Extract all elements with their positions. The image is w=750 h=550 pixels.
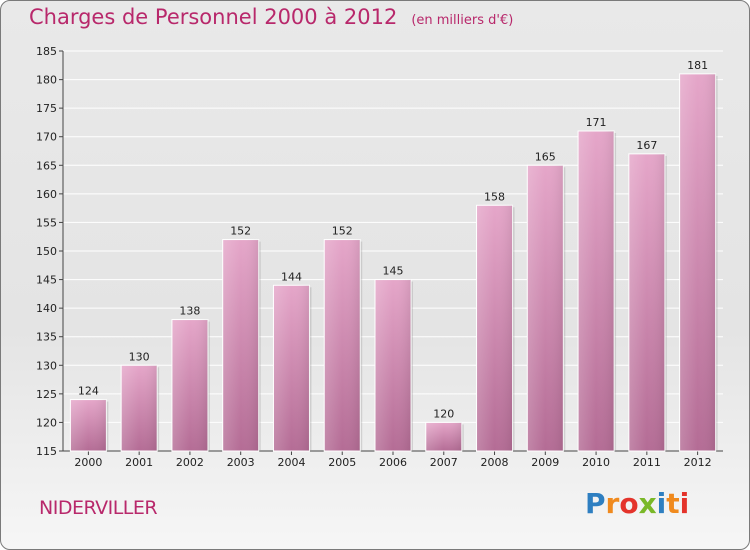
bar-value-label: 130 <box>129 350 150 363</box>
bar-highlight <box>171 319 208 451</box>
labels: 115 120 125 130 135 140 145 150 155 160 165 170 175 1… <box>36 45 712 469</box>
y-tick-label: 180 <box>36 74 57 87</box>
y-tick-label: 150 <box>36 245 57 258</box>
y-tick-label: 120 <box>36 416 57 429</box>
logo-letter: x <box>638 487 657 520</box>
x-tick-label: 2009 <box>531 456 559 469</box>
y-tick-label: 155 <box>36 216 57 229</box>
x-tick-label: 2006 <box>379 456 407 469</box>
x-tick-label: 2010 <box>582 456 610 469</box>
proxiti-logo[interactable]: Proxiti <box>585 487 689 520</box>
bar-highlight <box>527 165 564 452</box>
y-tick-label: 165 <box>36 159 57 172</box>
x-tick-label: 2004 <box>277 456 305 469</box>
bar-value-label: 171 <box>586 116 607 129</box>
y-tick-label: 160 <box>36 188 57 201</box>
y-tick-label: 140 <box>36 302 57 315</box>
y-tick-label: 130 <box>36 359 57 372</box>
bar-highlight <box>273 285 310 451</box>
logo-letter: i <box>679 487 690 520</box>
bar-value-label: 167 <box>636 139 657 152</box>
y-tick-label: 170 <box>36 131 57 144</box>
x-tick-label: 2011 <box>633 456 661 469</box>
title-unit: (en milliers d'€) <box>411 13 514 28</box>
bar-value-label: 120 <box>433 407 454 420</box>
x-tick-label: 2000 <box>74 456 102 469</box>
logo-letter: t <box>666 487 680 520</box>
bar-value-label: 165 <box>535 150 556 163</box>
bar-value-label: 138 <box>179 305 200 318</box>
y-tick-label: 135 <box>36 331 57 344</box>
x-tick-label: 2001 <box>125 456 153 469</box>
bar-value-label: 158 <box>484 190 505 203</box>
bar-highlight <box>578 131 615 451</box>
y-tick-label: 185 <box>36 45 57 58</box>
x-tick-label: 2012 <box>684 456 712 469</box>
x-tick-label: 2002 <box>176 456 204 469</box>
logo-letter: P <box>585 487 606 520</box>
x-tick-label: 2005 <box>328 456 356 469</box>
y-tick-label: 125 <box>36 388 57 401</box>
bars <box>69 73 718 452</box>
title-main: Charges de Personnel 2000 à 2012 <box>29 5 398 29</box>
y-tick-label: 115 <box>36 445 57 458</box>
bar-highlight <box>324 239 361 451</box>
x-tick-label: 2008 <box>481 456 509 469</box>
bar-value-label: 145 <box>383 265 404 278</box>
bar-value-label: 152 <box>230 225 251 238</box>
bar-value-label: 181 <box>687 59 708 72</box>
logo-letter: r <box>605 487 620 520</box>
bar-highlight <box>679 73 716 451</box>
bar-highlight <box>425 422 462 451</box>
bar-highlight <box>121 365 158 451</box>
bar-highlight <box>476 205 513 451</box>
bar-highlight <box>70 399 107 451</box>
bar-highlight <box>375 279 411 451</box>
bar-value-label: 144 <box>281 270 302 283</box>
y-tick-label: 175 <box>36 102 57 115</box>
logo-letter: i <box>656 487 667 520</box>
x-tick-label: 2007 <box>430 456 458 469</box>
logo-letter: o <box>619 487 639 520</box>
bar-value-label: 152 <box>332 225 353 238</box>
y-tick-label: 145 <box>36 274 57 287</box>
bar-highlight <box>628 153 665 451</box>
chart-title: Charges de Personnel 2000 à 2012 (en mill… <box>29 5 513 29</box>
x-tick-label: 2003 <box>227 456 255 469</box>
town-name: NIDERVILLER <box>39 497 158 519</box>
bar-highlight <box>222 239 259 451</box>
bar-value-label: 124 <box>78 385 99 398</box>
